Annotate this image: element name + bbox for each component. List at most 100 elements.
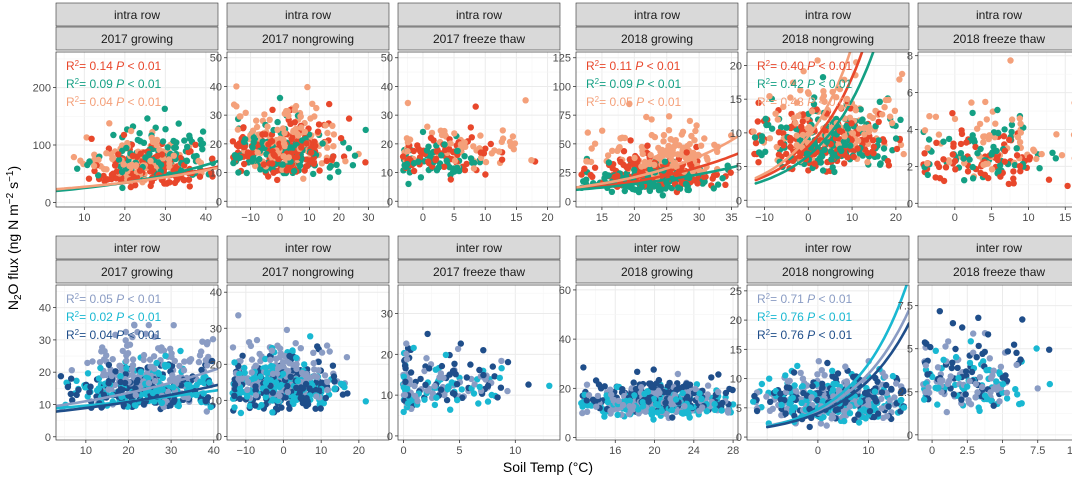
data-point-series-1	[256, 350, 263, 358]
data-point-series-1	[1064, 182, 1071, 190]
data-point-series-1	[308, 149, 315, 156]
data-point-series-3	[451, 130, 458, 137]
x-tick-label: 35	[725, 212, 737, 224]
data-point-series-1	[943, 408, 950, 416]
data-point-series-2	[301, 361, 308, 368]
strip-title: 2018 freeze thaw	[953, 265, 1045, 279]
data-point-series-3	[261, 111, 268, 118]
data-point-series-2	[646, 187, 654, 194]
data-point-series-2	[274, 118, 281, 126]
data-point-series-1	[105, 386, 112, 393]
data-point-series-1	[755, 99, 762, 107]
data-point-series-3	[311, 113, 318, 120]
data-point-series-3	[298, 124, 305, 131]
strip-title: 2017 nongrowing	[262, 32, 354, 46]
data-point-series-3	[653, 380, 660, 387]
data-point-series-1	[421, 367, 428, 375]
data-point-series-1	[972, 394, 979, 401]
data-point-series-2	[995, 168, 1002, 175]
data-point-series-2	[454, 396, 461, 404]
data-point-series-1	[314, 128, 322, 135]
data-point-series-1	[477, 149, 484, 156]
data-point-series-1	[265, 141, 272, 148]
data-point-series-2	[258, 401, 265, 409]
data-point-series-1	[345, 115, 353, 122]
data-point-series-3	[767, 398, 774, 405]
data-point-series-1	[921, 150, 928, 157]
data-point-series-2	[307, 333, 314, 340]
data-point-series-1	[472, 103, 479, 110]
data-point-series-2	[93, 387, 101, 394]
y-tick-label: 15	[730, 344, 742, 356]
data-point-series-3	[708, 374, 715, 381]
data-point-series-3	[297, 384, 305, 391]
data-point-series-1	[91, 167, 98, 175]
data-point-series-3	[304, 83, 311, 91]
data-point-series-1	[247, 342, 255, 350]
data-point-series-3	[1017, 120, 1024, 128]
data-point-series-3	[449, 390, 457, 397]
data-point-series-1	[96, 359, 104, 366]
data-point-series-2	[678, 409, 685, 417]
data-point-series-3	[69, 397, 76, 404]
data-point-series-3	[766, 135, 774, 142]
data-point-series-1	[808, 394, 815, 401]
data-point-series-1	[817, 420, 825, 427]
y-tick-label: 0	[736, 432, 742, 444]
data-point-series-2	[621, 187, 628, 195]
data-point-series-2	[976, 407, 983, 414]
data-point-series-1	[589, 173, 596, 180]
x-tick-label: −10	[237, 445, 256, 457]
data-point-series-3	[660, 131, 668, 139]
data-point-series-2	[794, 362, 801, 370]
x-tick-label: 20	[628, 212, 640, 224]
data-point-series-3	[165, 156, 173, 163]
data-point-series-1	[132, 392, 139, 399]
data-point-series-3	[301, 128, 309, 136]
data-point-series-2	[193, 381, 200, 389]
data-point-series-3	[782, 410, 789, 417]
data-point-series-1	[123, 352, 130, 359]
data-point-series-3	[615, 144, 623, 152]
data-point-series-2	[940, 138, 947, 145]
data-point-series-3	[315, 387, 323, 394]
data-point-series-1	[471, 381, 478, 388]
data-point-series-3	[324, 144, 331, 151]
data-point-series-3	[1058, 152, 1066, 159]
data-point-series-1	[883, 389, 891, 396]
data-point-series-1	[362, 159, 369, 166]
data-point-series-1	[240, 124, 247, 131]
y-tick-label: 30	[210, 323, 222, 335]
data-point-series-1	[957, 140, 965, 148]
data-point-series-1	[727, 169, 734, 176]
data-point-series-3	[1053, 131, 1060, 138]
data-point-series-1	[704, 382, 712, 389]
data-point-series-2	[892, 135, 900, 142]
data-point-series-3	[751, 392, 758, 400]
strip-row-label-box	[746, 2, 910, 27]
data-point-series-3	[774, 116, 781, 123]
data-point-series-1	[467, 124, 474, 131]
data-point-series-1	[870, 143, 877, 151]
data-point-series-2	[159, 386, 166, 393]
y-tick-label: 20	[210, 139, 222, 151]
data-point-series-2	[236, 154, 243, 161]
points-layer	[750, 285, 909, 431]
data-point-series-2	[967, 338, 974, 345]
data-point-series-2	[199, 128, 207, 135]
data-point-series-1	[823, 422, 830, 429]
data-point-series-3	[591, 140, 599, 147]
strip-row-label: inter row	[456, 241, 502, 255]
data-point-series-1	[487, 140, 494, 148]
strip-title: 2018 growing	[621, 265, 693, 279]
data-point-series-2	[157, 161, 165, 169]
data-point-series-2	[945, 135, 953, 143]
data-point-series-2	[144, 115, 151, 122]
data-point-series-1	[195, 358, 203, 366]
data-point-series-1	[315, 121, 323, 128]
strip-row-label-box	[397, 2, 561, 27]
data-point-series-1	[1006, 136, 1013, 143]
data-point-series-1	[891, 394, 898, 401]
data-point-series-2	[969, 163, 976, 171]
data-point-series-3	[77, 157, 84, 164]
